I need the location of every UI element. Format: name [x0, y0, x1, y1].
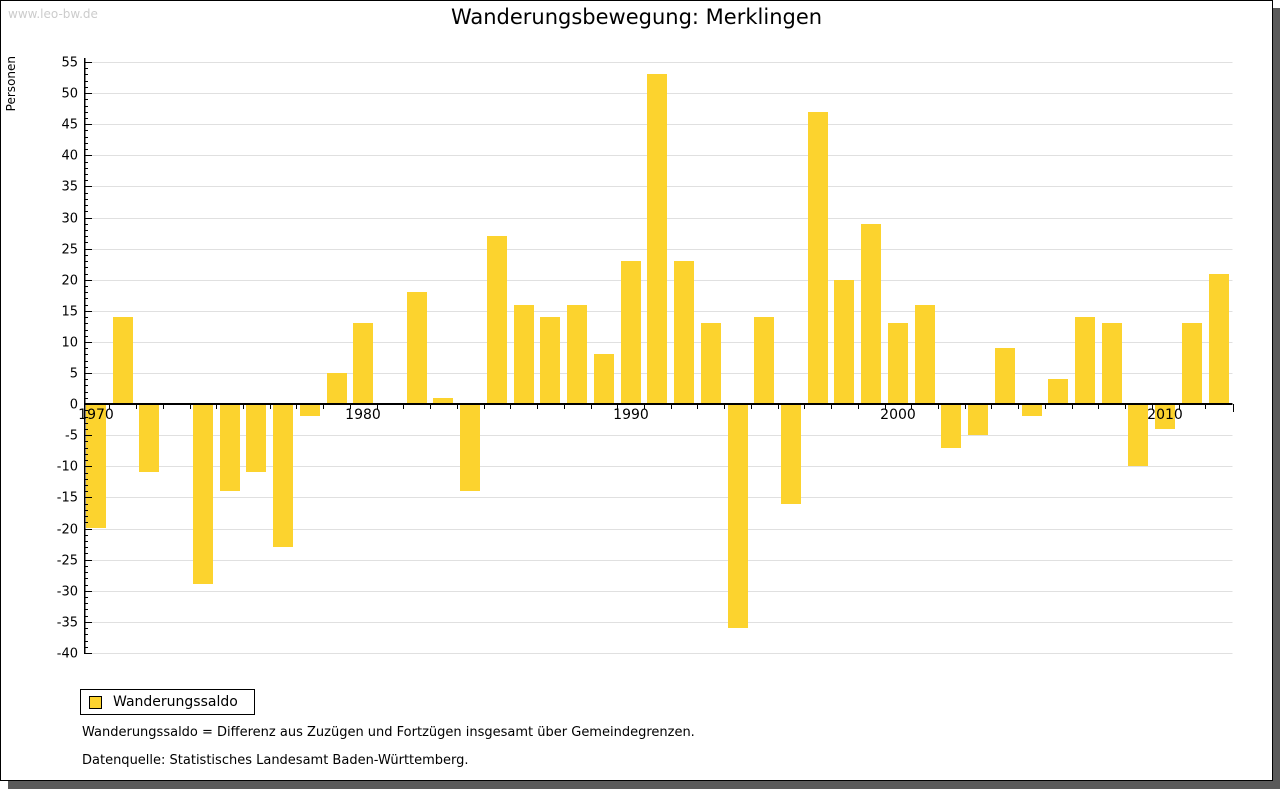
bar-1988 [567, 305, 587, 405]
bar-2006 [1048, 379, 1068, 404]
bar-2007 [1075, 317, 1095, 404]
bar-1987 [540, 317, 560, 404]
bar-1984 [460, 404, 480, 491]
bar-1977 [273, 404, 293, 547]
bar-2012 [1209, 274, 1229, 405]
y-tick-label: 20 [61, 274, 78, 289]
bar-2001 [915, 305, 935, 405]
bar-1995 [754, 317, 774, 404]
bar-2000 [888, 323, 908, 404]
bar-1974 [193, 404, 213, 584]
y-tick-label: -20 [57, 523, 78, 538]
bar-1993 [701, 323, 721, 404]
y-tick-label: -15 [57, 491, 78, 506]
y-tick-label: 45 [61, 118, 78, 133]
bar-1971 [113, 317, 133, 404]
bar-1978 [300, 404, 320, 416]
y-tick-label: 0 [70, 398, 78, 413]
bar-1998 [834, 280, 854, 404]
bar-1982 [407, 292, 427, 404]
y-tick-label: 10 [61, 336, 78, 351]
y-tick-label: 40 [61, 149, 78, 164]
bar-1980 [353, 323, 373, 404]
y-tick-label: -35 [57, 616, 78, 631]
footnote-source: Datenquelle: Statistisches Landesamt Bad… [82, 753, 469, 768]
bar-1989 [594, 354, 614, 404]
y-tick-label: 30 [61, 212, 78, 227]
bar-2002 [941, 404, 961, 448]
bar-1983 [433, 398, 453, 404]
bar-2003 [968, 404, 988, 435]
x-tick-label: 1970 [78, 407, 114, 423]
y-tick-label: -40 [57, 647, 78, 662]
bar-1997 [808, 112, 828, 404]
bar-2008 [1102, 323, 1122, 404]
bar-1996 [781, 404, 801, 504]
x-tick-label: 2010 [1147, 407, 1183, 423]
y-tick-label: 15 [61, 305, 78, 320]
y-tick-label: -5 [65, 429, 78, 444]
bar-2011 [1182, 323, 1202, 404]
x-tick-label: 1980 [345, 407, 381, 423]
legend: Wanderungssaldo [80, 689, 255, 715]
bar-1979 [327, 373, 347, 404]
bar-2005 [1022, 404, 1042, 416]
y-tick-label: 50 [61, 87, 78, 102]
bar-1991 [647, 74, 667, 404]
legend-swatch-icon [89, 695, 102, 709]
x-tick-label: 2000 [880, 407, 916, 423]
x-tick-label: 1990 [613, 407, 649, 423]
legend-label: Wanderungssaldo [113, 694, 238, 710]
bar-2009 [1128, 404, 1148, 466]
page-title: Wanderungsbewegung: Merklingen [450, 5, 823, 29]
bar-1986 [514, 305, 534, 405]
bar-1992 [674, 261, 694, 404]
y-tick-label: 25 [61, 243, 78, 258]
bar-1994 [728, 404, 748, 628]
bar-1985 [487, 236, 507, 404]
y-tick-label: -10 [57, 460, 78, 475]
watermark: www.leo-bw.de [8, 7, 98, 21]
bar-2010 [1155, 404, 1175, 429]
footnote-definition: Wanderungssaldo = Differenz aus Zuzügen … [82, 725, 695, 740]
y-tick-label: -25 [57, 554, 78, 569]
bar-1999 [861, 224, 881, 404]
y-tick-label: -30 [57, 585, 78, 600]
chart-svg: -40 -35 -30 -25 -20 -15 -10 -5 0 5 10 15 20 25 30 35 40 4… [57, 56, 1234, 662]
bar-2004 [995, 348, 1015, 404]
bar-1972 [139, 404, 159, 472]
migration-bar-chart: -40 -35 -30 -25 -20 -15 -10 -5 0 5 10 15 20 25 30 35 40 4… [1, 1, 1274, 681]
y-tick-label: 55 [61, 56, 78, 71]
bar-1976 [246, 404, 266, 472]
bar-1990 [621, 261, 641, 404]
bar-1975 [220, 404, 240, 491]
y-tick-label: 35 [61, 180, 78, 195]
y-tick-label: 5 [70, 367, 78, 382]
